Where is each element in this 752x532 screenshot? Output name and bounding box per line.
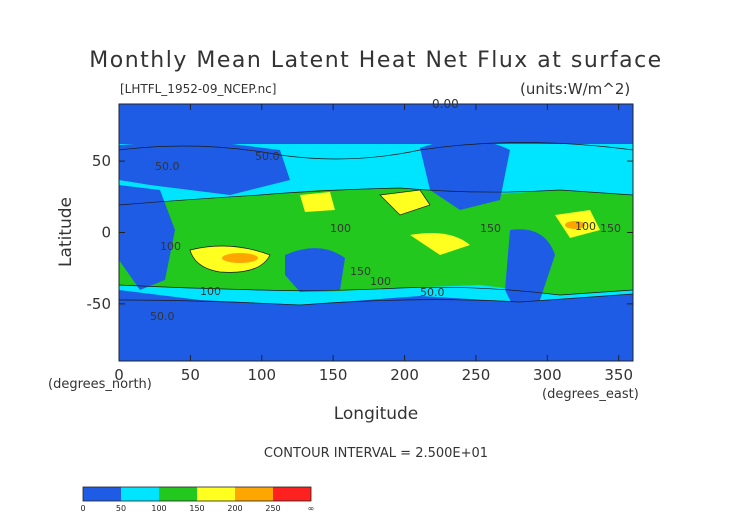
colorbar-swatch: [159, 487, 197, 501]
land-eurasia: [119, 140, 290, 195]
contour-lines: [119, 142, 633, 306]
y-tick-label: 0: [101, 224, 111, 242]
y-axis-unit: (degrees_north): [48, 377, 152, 392]
colorbar-swatch: [121, 487, 159, 501]
units-label: (units:W/m^2): [520, 80, 631, 98]
band-arctic: [119, 104, 633, 144]
x-tick-label: 350: [604, 366, 633, 384]
colorbar-tick-label: 250: [265, 504, 280, 513]
band-southern-ocean: [119, 290, 633, 330]
contour-label: 100: [160, 240, 181, 253]
contour-interval: CONTOUR INTERVAL = 2.500E+01: [263, 446, 489, 461]
peak-orange-1: [222, 253, 258, 263]
contour-label: 150: [600, 222, 621, 235]
colorbar-swatch: [83, 487, 121, 501]
colorbar-tick-label: 200: [227, 504, 242, 513]
x-tick-label: 250: [462, 366, 491, 384]
contour-label: 100: [330, 222, 351, 235]
heatmap-field: [119, 104, 633, 361]
x-tick-label: 300: [533, 366, 562, 384]
contour-label: 150: [480, 222, 501, 235]
colorbar-tick-label: 0: [80, 504, 85, 513]
colorbar-tick-label: ∞: [308, 504, 315, 513]
x-tick-label: 50: [181, 366, 200, 384]
contour-label: 50.0: [155, 160, 180, 173]
colorbar-frame: [82, 486, 312, 502]
x-tick-label: 200: [390, 366, 419, 384]
colorbar: 0 50 100 150 200 250 ∞: [80, 486, 315, 513]
contour-zero-label: 0.00: [432, 97, 459, 111]
y-axis-label: Latitude: [56, 197, 76, 267]
colorbar-tick-label: 100: [151, 504, 166, 513]
y-tick-label: -50: [87, 295, 112, 313]
contour-label: 100: [575, 220, 596, 233]
contour-label: 100: [370, 275, 391, 288]
chart-subtitle: [LHTFL_1952-09_NCEP.nc]: [120, 82, 277, 96]
high-flux-spac: [410, 232, 470, 255]
high-flux-pacific: [380, 190, 430, 215]
x-axis-unit: (degrees_east): [542, 387, 639, 402]
contour-label: 50.0: [150, 310, 175, 323]
land-africa: [119, 185, 175, 290]
x-axis-ticks: 0 50 100 150 200 250 300 350: [114, 104, 633, 384]
x-tick-label: 100: [247, 366, 276, 384]
contour-label: 100: [200, 285, 221, 298]
chart-title: Monthly Mean Latent Heat Net Flux at sur…: [89, 48, 663, 73]
colorbar-swatch: [197, 487, 235, 501]
colorbar-swatch: [273, 487, 311, 501]
y-axis-ticks: 50 0 -50: [87, 152, 633, 313]
contour-label: 150: [350, 265, 371, 278]
x-axis-label: Longitude: [333, 404, 419, 424]
colorbar-swatch: [235, 487, 273, 501]
y-tick-label: 50: [92, 152, 111, 170]
colorbar-tick-label: 50: [116, 504, 126, 513]
high-flux-nw: [300, 192, 335, 212]
land-south-america: [505, 229, 555, 320]
band-antarctic: [119, 325, 633, 361]
contour-label: 50.0: [255, 150, 280, 163]
peak-orange-2: [565, 221, 585, 229]
contour-label: 50.0: [420, 286, 445, 299]
land-australia: [285, 248, 345, 292]
x-tick-label: 0: [114, 366, 124, 384]
colorbar-tick-label: 150: [189, 504, 204, 513]
x-tick-label: 150: [319, 366, 348, 384]
